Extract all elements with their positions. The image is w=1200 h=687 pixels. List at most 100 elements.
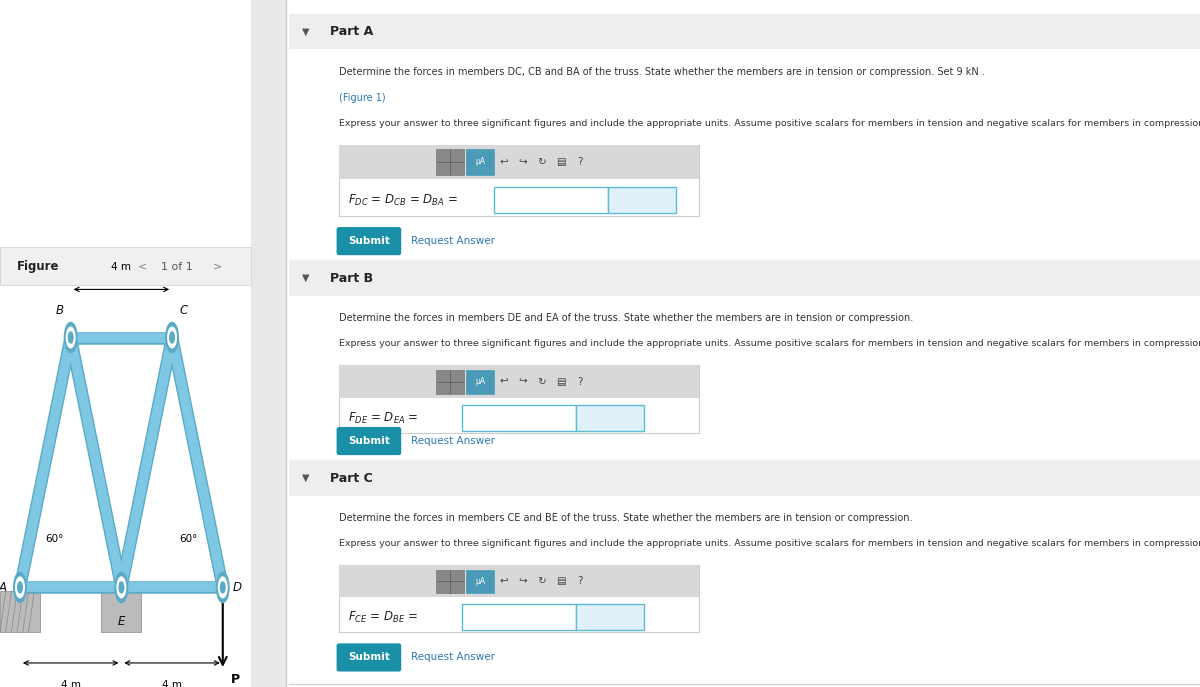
Text: Determine the forces in members DC, CB and BA of the truss. State whether the me: Determine the forces in members DC, CB a…	[340, 67, 985, 77]
FancyBboxPatch shape	[340, 145, 700, 179]
FancyBboxPatch shape	[437, 370, 463, 394]
Text: μA: μA	[475, 577, 485, 586]
Circle shape	[221, 582, 226, 593]
Circle shape	[118, 577, 126, 598]
Text: 4 m: 4 m	[162, 680, 182, 687]
Circle shape	[166, 322, 179, 352]
FancyBboxPatch shape	[340, 365, 700, 398]
FancyBboxPatch shape	[340, 365, 700, 433]
Text: $F_{CE}$ = $D_{BE}$ =: $F_{CE}$ = $D_{BE}$ =	[348, 610, 419, 625]
Circle shape	[218, 577, 227, 598]
FancyBboxPatch shape	[336, 227, 401, 255]
FancyBboxPatch shape	[467, 149, 493, 174]
FancyBboxPatch shape	[576, 605, 644, 631]
Text: B: B	[55, 304, 64, 317]
Circle shape	[13, 572, 26, 602]
Text: 4 m: 4 m	[61, 680, 80, 687]
FancyBboxPatch shape	[289, 14, 1200, 260]
FancyBboxPatch shape	[462, 605, 576, 631]
FancyBboxPatch shape	[289, 0, 1200, 14]
Text: ?: ?	[577, 376, 583, 387]
Text: kN: kN	[634, 194, 652, 207]
FancyBboxPatch shape	[437, 570, 463, 594]
FancyBboxPatch shape	[289, 460, 1200, 677]
FancyBboxPatch shape	[467, 570, 493, 594]
FancyBboxPatch shape	[251, 0, 286, 687]
Text: 1 of 1: 1 of 1	[161, 262, 193, 271]
Circle shape	[119, 582, 124, 593]
Text: ↻: ↻	[538, 576, 546, 587]
FancyBboxPatch shape	[608, 187, 677, 213]
Text: ↻: ↻	[538, 376, 546, 387]
Text: >: >	[212, 262, 222, 271]
FancyBboxPatch shape	[289, 260, 1200, 460]
FancyBboxPatch shape	[336, 643, 401, 672]
Text: <: <	[138, 262, 148, 271]
Text: Part A: Part A	[330, 25, 373, 38]
Text: ↪: ↪	[518, 376, 527, 387]
Text: Express your answer to three significant figures and include the appropriate uni: Express your answer to three significant…	[340, 339, 1200, 348]
FancyBboxPatch shape	[101, 591, 142, 632]
Text: D: D	[233, 581, 241, 594]
Text: Determine the forces in members DE and EA of the truss. State whether the member: Determine the forces in members DE and E…	[340, 313, 913, 324]
Text: Express your answer to three significant figures and include the appropriate uni: Express your answer to three significant…	[340, 119, 1200, 128]
Text: kN: kN	[601, 611, 619, 624]
FancyBboxPatch shape	[0, 591, 40, 632]
FancyBboxPatch shape	[494, 187, 608, 213]
Text: kN: kN	[601, 412, 619, 425]
Text: Value: Value	[503, 611, 535, 624]
Text: Part B: Part B	[330, 272, 373, 284]
Text: 4 m: 4 m	[112, 262, 131, 272]
Text: ↩: ↩	[499, 576, 508, 587]
FancyBboxPatch shape	[576, 405, 644, 431]
Text: ▼: ▼	[302, 27, 310, 36]
Text: Request Answer: Request Answer	[412, 436, 496, 446]
Text: ▼: ▼	[302, 473, 310, 483]
Text: ▤: ▤	[556, 157, 566, 167]
Text: ?: ?	[577, 157, 583, 167]
Text: $F_{DE}$ = $D_{EA}$ =: $F_{DE}$ = $D_{EA}$ =	[348, 410, 419, 425]
Text: μA: μA	[475, 377, 485, 386]
Circle shape	[216, 572, 229, 602]
Text: 60°: 60°	[46, 534, 64, 544]
Text: Value: Value	[535, 194, 568, 207]
Text: ▤: ▤	[556, 576, 566, 587]
Text: (Figure 1): (Figure 1)	[340, 93, 386, 103]
Text: μA: μA	[475, 157, 485, 166]
Text: Submit: Submit	[348, 436, 390, 446]
Text: Figure: Figure	[17, 260, 60, 273]
Text: ↩: ↩	[499, 157, 508, 167]
Text: ▼: ▼	[302, 273, 310, 283]
Text: 60°: 60°	[179, 534, 198, 544]
Text: ↻: ↻	[538, 157, 546, 167]
Circle shape	[168, 327, 176, 348]
Text: Submit: Submit	[348, 236, 390, 246]
Text: Part C: Part C	[330, 472, 373, 484]
Text: C: C	[179, 304, 187, 317]
FancyBboxPatch shape	[340, 145, 700, 216]
FancyBboxPatch shape	[336, 427, 401, 455]
FancyBboxPatch shape	[289, 460, 1200, 496]
Text: ?: ?	[577, 576, 583, 587]
FancyBboxPatch shape	[437, 149, 463, 174]
Text: P: P	[232, 673, 240, 686]
FancyBboxPatch shape	[289, 14, 1200, 49]
Text: ↪: ↪	[518, 576, 527, 587]
Text: Request Answer: Request Answer	[412, 653, 496, 662]
Text: ▤: ▤	[556, 376, 566, 387]
FancyBboxPatch shape	[462, 405, 576, 431]
Text: Value: Value	[503, 412, 535, 425]
Text: Determine the forces in members CE and BE of the truss. State whether the member: Determine the forces in members CE and B…	[340, 513, 913, 523]
Circle shape	[169, 332, 174, 343]
Circle shape	[68, 332, 73, 343]
Circle shape	[66, 327, 74, 348]
FancyBboxPatch shape	[0, 247, 251, 285]
FancyBboxPatch shape	[289, 260, 1200, 296]
Circle shape	[18, 582, 23, 593]
Text: Express your answer to three significant figures and include the appropriate uni: Express your answer to three significant…	[340, 539, 1200, 548]
FancyBboxPatch shape	[340, 565, 700, 598]
Circle shape	[65, 322, 77, 352]
Circle shape	[16, 577, 24, 598]
Text: ↩: ↩	[499, 376, 508, 387]
Text: Submit: Submit	[348, 653, 390, 662]
